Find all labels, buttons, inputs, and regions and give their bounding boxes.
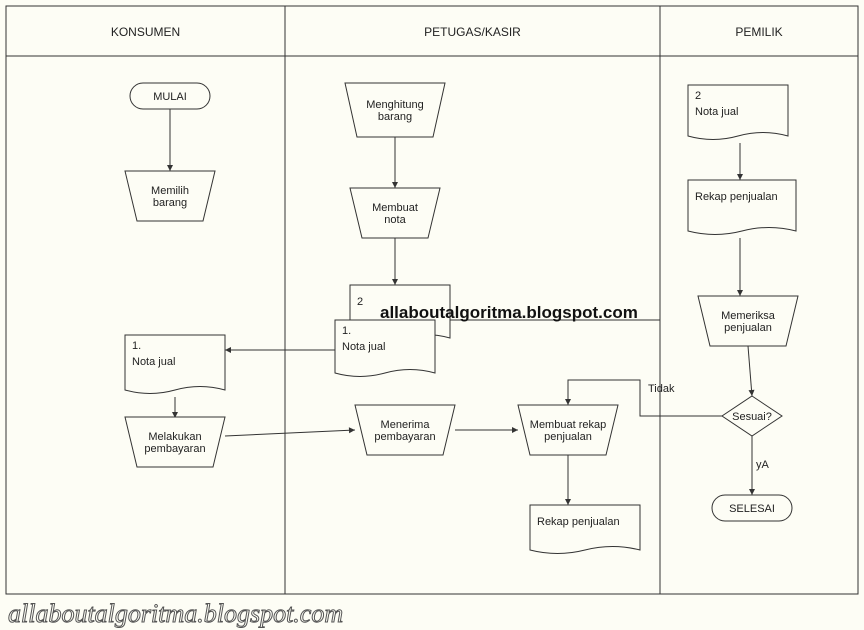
svg-text:pembayaran: pembayaran [144, 443, 205, 455]
svg-text:Membuat rekap: Membuat rekap [530, 419, 606, 431]
swimlane-header: PETUGAS/KASIR [424, 25, 521, 39]
svg-text:Rekap penjualan: Rekap penjualan [695, 191, 778, 203]
svg-text:2: 2 [357, 296, 363, 308]
swimlane-header: PEMILIK [735, 25, 782, 39]
svg-text:MULAI: MULAI [153, 91, 187, 103]
swimlane-header: KONSUMEN [111, 25, 180, 39]
svg-text:Rekap penjualan: Rekap penjualan [537, 516, 620, 528]
svg-text:1.: 1. [132, 340, 141, 352]
svg-text:yA: yA [756, 459, 770, 471]
svg-text:Menerima: Menerima [381, 419, 431, 431]
watermark-center: allaboutalgoritma.blogspot.com [380, 303, 638, 322]
svg-text:1.: 1. [342, 325, 351, 337]
svg-text:SELESAI: SELESAI [729, 503, 775, 515]
svg-text:nota: nota [384, 214, 406, 226]
svg-text:2: 2 [695, 90, 701, 102]
svg-text:Melakukan: Melakukan [148, 431, 201, 443]
svg-text:Sesuai?: Sesuai? [732, 411, 772, 423]
svg-text:barang: barang [378, 111, 412, 123]
flowchart-svg: KONSUMEN PETUGAS/KASIR PEMILIK yA Tidak MULAI… [0, 0, 864, 630]
svg-text:Membuat: Membuat [372, 202, 418, 214]
svg-text:Nota jual: Nota jual [695, 106, 738, 118]
svg-text:Memilih: Memilih [151, 185, 189, 197]
svg-text:Memeriksa: Memeriksa [721, 310, 776, 322]
svg-text:pembayaran: pembayaran [374, 431, 435, 443]
svg-text:Menghitung: Menghitung [366, 99, 424, 111]
svg-text:Tidak: Tidak [648, 383, 675, 395]
svg-text:Nota jual: Nota jual [342, 341, 385, 353]
flowchart-stage: KONSUMEN PETUGAS/KASIR PEMILIK yA Tidak MULAI… [0, 0, 864, 630]
svg-text:Nota jual: Nota jual [132, 356, 175, 368]
svg-text:penjualan: penjualan [544, 431, 592, 443]
svg-text:penjualan: penjualan [724, 322, 772, 334]
svg-text:barang: barang [153, 197, 187, 209]
watermark-bottom: allaboutalgoritma.blogspot.com [8, 599, 343, 628]
